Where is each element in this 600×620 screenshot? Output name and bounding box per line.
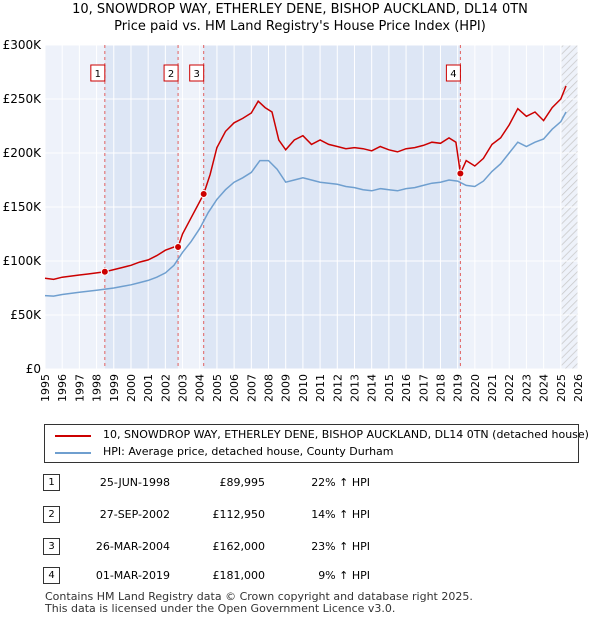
x-tick-label: 2022: [503, 374, 516, 402]
table-row: 4 01-MAR-2019 £181,000 9% ↑ HPI: [0, 567, 600, 585]
x-tick-label: 2013: [348, 374, 361, 402]
sale-hpi-delta: 23% ↑ HPI: [311, 540, 370, 553]
x-tick-label: 2020: [469, 374, 482, 402]
sale-label-text: 1: [95, 69, 101, 80]
sale-date: 25-JUN-1998: [99, 476, 170, 489]
x-tick-label: 2009: [280, 374, 293, 402]
x-tick-label: 2011: [314, 374, 327, 402]
x-tick-label: 2001: [142, 374, 155, 402]
property-price-line: [44, 85, 567, 281]
y-tick-label: £200K: [3, 146, 43, 160]
y-tick-label: £100K: [3, 254, 43, 268]
sale-price: £181,000: [212, 569, 266, 582]
legend-label-hpi: HPI: Average price, detached house, Coun…: [103, 445, 394, 458]
x-tick-label: 1996: [56, 374, 69, 402]
sale-hpi-delta: 22% ↑ HPI: [311, 476, 370, 489]
y-tick-label: £300K: [3, 38, 43, 52]
legend-label-property: 10, SNOWDROP WAY, ETHERLEY DENE, BISHOP …: [103, 428, 589, 441]
sale-label-box: [90, 64, 106, 82]
x-tick-label: 2015: [383, 374, 396, 402]
table-row: 1 25-JUN-1998 £89,995 22% ↑ HPI: [0, 474, 600, 492]
x-tick-label: 2008: [263, 374, 276, 402]
sale-price: £112,950: [212, 508, 266, 521]
x-tick-label: 2004: [194, 374, 207, 402]
x-tick-label: 1997: [73, 374, 86, 402]
table-row: 3 26-MAR-2004 £162,000 23% ↑ HPI: [0, 538, 600, 556]
sale-marker-label: 3: [43, 538, 60, 555]
sale-label-box: [445, 64, 461, 82]
x-tick-label: 1995: [39, 374, 52, 402]
sale-date: 26-MAR-2004: [95, 540, 170, 553]
y-tick-label: £150K: [3, 200, 43, 214]
sale-marker-label: 4: [43, 567, 60, 584]
chart-title: 10, SNOWDROP WAY, ETHERLEY DENE, BISHOP …: [72, 2, 528, 17]
x-tick-label: 2021: [486, 374, 499, 402]
sale-price: £89,995: [219, 476, 266, 489]
sale-marker-label: 1: [43, 474, 60, 491]
footer-copyright: Contains HM Land Registry data © Crown c…: [45, 590, 473, 603]
x-tick-label: 2012: [331, 374, 344, 402]
sale-point: [174, 243, 183, 252]
sale-label-text: 2: [168, 69, 174, 80]
x-tick-label: 2000: [125, 374, 138, 402]
sale-hpi-delta: 14% ↑ HPI: [311, 508, 370, 521]
legend: 10, SNOWDROP WAY, ETHERLEY DENE, BISHOP …: [44, 424, 589, 463]
x-tick-label: 2017: [417, 374, 430, 402]
x-tick-label: 2019: [452, 374, 465, 402]
sale-price: £162,000: [212, 540, 266, 553]
x-tick-label: 2006: [228, 374, 241, 402]
price-chart: 1 2 3 4 £0 £50K £100K £150K £200K £250K £300K 1995 1…: [3, 38, 585, 402]
y-tick-label: £0: [26, 362, 41, 376]
sale-label-box: [163, 64, 179, 82]
x-tick-label: 2018: [434, 374, 447, 402]
sale-date: 27-SEP-2002: [99, 508, 170, 521]
x-tick-label: 2023: [520, 374, 533, 402]
x-tick-label: 2005: [211, 374, 224, 402]
sale-point: [100, 267, 109, 276]
y-tick-label: £250K: [3, 92, 43, 106]
x-tick-label: 2010: [297, 374, 310, 402]
table-row: 2 27-SEP-2002 £112,950 14% ↑ HPI: [0, 506, 600, 524]
x-tick-label: 1999: [108, 374, 121, 402]
x-tick-label: 2026: [572, 374, 585, 402]
sale-hpi-delta: 9% ↑ HPI: [318, 569, 370, 582]
legend-swatch-hpi: [55, 452, 91, 454]
x-tick-label: 2002: [159, 374, 172, 402]
sale-label-text: 3: [194, 69, 200, 80]
sale-point: [199, 190, 208, 199]
legend-swatch-property: [55, 435, 91, 437]
x-tick-label: 2025: [555, 374, 568, 402]
chart-subtitle: Price paid vs. HM Land Registry's House …: [114, 19, 486, 34]
x-tick-label: 1998: [91, 374, 104, 402]
sale-label-text: 4: [450, 69, 456, 80]
sale-point: [456, 169, 465, 178]
sale-date: 01-MAR-2019: [95, 569, 170, 582]
sale-label-box: [189, 64, 205, 82]
x-tick-label: 2007: [245, 374, 258, 402]
y-tick-label: £50K: [10, 308, 42, 322]
footer-licence: This data is licensed under the Open Gov…: [45, 602, 396, 615]
x-tick-label: 2024: [538, 374, 551, 402]
hpi-line: [44, 111, 567, 297]
x-tick-label: 2003: [177, 374, 190, 402]
x-tick-label: 2014: [366, 374, 379, 402]
x-tick-label: 2016: [400, 374, 413, 402]
sale-marker-label: 2: [43, 506, 60, 523]
